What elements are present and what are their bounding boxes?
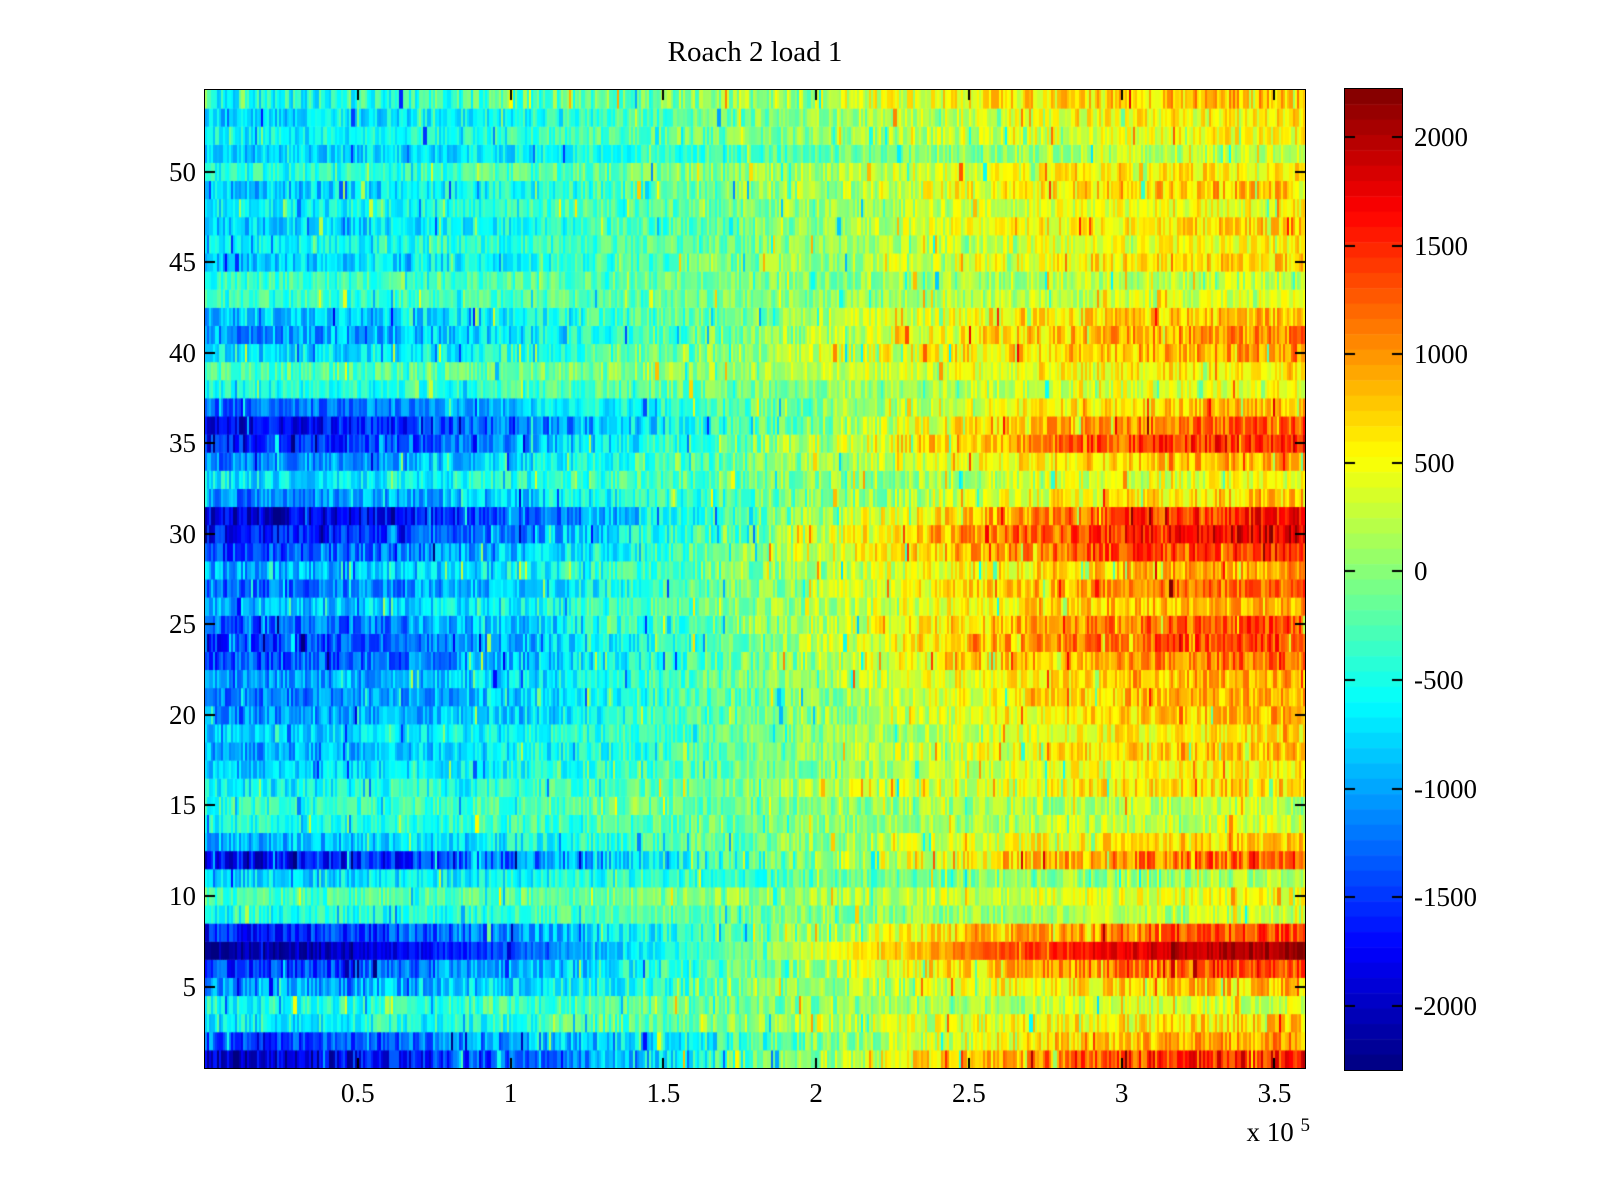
colorbar-tick-label: 0 — [1414, 556, 1428, 587]
x-axis-exponent-label: x 10 5 — [1190, 1112, 1311, 1147]
x-tick-label: 1.5 — [646, 1078, 681, 1108]
colorbar-canvas — [1345, 89, 1402, 1070]
x-axis-exponent-power: 5 — [1300, 1115, 1311, 1136]
y-tick-label: 10 — [169, 880, 196, 911]
colorbar-tick-label: 1500 — [1414, 230, 1468, 261]
colorbar-tick-label: -500 — [1414, 665, 1464, 696]
colorbar-tick-label: -1000 — [1414, 773, 1477, 804]
colorbar-tick-label: -1500 — [1414, 882, 1477, 913]
y-tick-label: 30 — [169, 518, 196, 549]
y-tick-label: 50 — [169, 156, 196, 187]
heatmap-canvas — [205, 90, 1305, 1068]
heatmap-plot-area — [204, 89, 1306, 1069]
colorbar-tick-label: 2000 — [1414, 122, 1468, 152]
colorbar-tick-label: -2000 — [1414, 990, 1477, 1021]
y-tick-label: 45 — [169, 247, 196, 278]
x-tick-label: 2 — [809, 1078, 823, 1108]
y-tick-label: 5 — [182, 971, 197, 1002]
x-tick-label: 3 — [1114, 1078, 1129, 1108]
y-tick-label: 25 — [169, 609, 196, 640]
colorbar-tick-label: 500 — [1414, 447, 1455, 478]
y-tick-label: 35 — [169, 428, 196, 459]
y-tick-label: 15 — [169, 790, 196, 821]
y-tick-label: 40 — [169, 337, 196, 368]
x-tick-label: 3.5 — [1257, 1078, 1292, 1108]
x-tick-label: 2.5 — [952, 1078, 986, 1108]
x-tick-label: 0.5 — [340, 1078, 375, 1108]
colorbar — [1344, 88, 1403, 1071]
y-tick-label: 20 — [169, 699, 196, 730]
chart-title: Roach 2 load 1 — [667, 36, 843, 68]
colorbar-tick-label: 1000 — [1414, 339, 1468, 370]
x-tick-label: 1 — [503, 1078, 518, 1108]
x-axis-exponent-base: x 10 — [1246, 1117, 1294, 1147]
